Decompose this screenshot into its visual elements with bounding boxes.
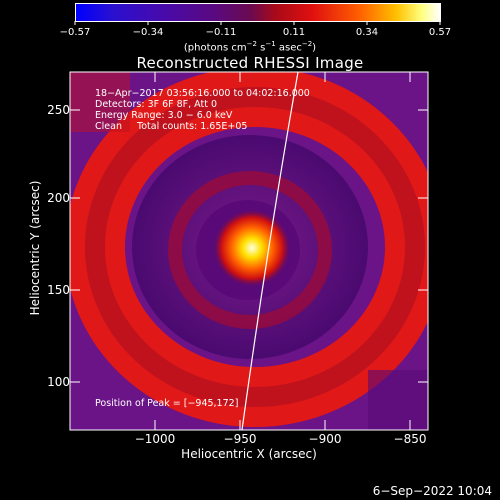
y-tick-label: 150 [47,283,70,297]
rhessi-image [70,72,428,430]
colorbar [75,3,441,22]
x-tick-label: −950 [223,432,257,446]
detectors: Detectors: 3F 6F 8F, Att 0 [95,99,218,110]
energy-range: Energy Range: 3.0 − 6.0 keV [95,110,233,121]
x-tick-label: −850 [393,432,427,446]
x-tick-label: −900 [308,432,342,446]
timestamp-footer: 6−Sep−2022 10:04 [372,484,492,498]
x-axis-label: Heliocentric X (arcsec) [181,447,317,461]
colorbar-tick: −0.34 [132,27,164,38]
peak-position: Position of Peak = [−945,172] [95,398,239,409]
clean-counts: Clean Total counts: 1.65E+05 [95,121,248,132]
y-tick-label: 200 [47,191,70,205]
y-tick-label: 100 [47,375,70,389]
colorbar-tick: 0.57 [428,27,452,38]
colorbar-tick: −0.57 [59,27,91,38]
x-tick-label: −1000 [134,432,176,446]
colorbar-tick: 0.34 [355,27,379,38]
colorbar-tick: −0.11 [205,27,237,38]
plot-title: Reconstructed RHESSI Image [136,54,364,72]
colorbar-units: (photons cm−2 s−1 asec−2) [183,40,317,54]
colorbar-tick: 0.11 [282,27,306,38]
y-axis-label: Heliocentric Y (arcsec) [27,180,42,316]
obs-time: 18−Apr−2017 03:56:16.000 to 04:02:16.000 [95,88,310,99]
y-tick-label: 250 [47,103,70,117]
